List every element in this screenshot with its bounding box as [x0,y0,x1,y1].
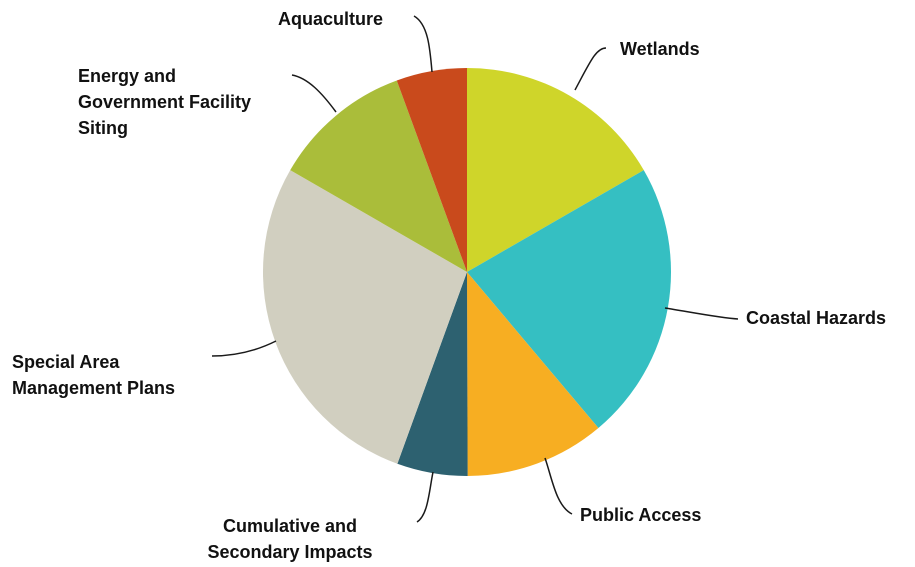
pie-slice-4 [262,170,467,464]
slice-label-3: Cumulative and Secondary Impacts [207,516,372,562]
slice-label-6: Aquaculture [278,9,383,29]
leader-line-0 [574,47,607,91]
leader-line-5 [291,74,337,113]
slice-label-2: Public Access [580,505,701,525]
slice-label-line: Cumulative and [223,516,357,536]
leader-line-2 [544,457,573,515]
leader-line-1 [664,307,739,320]
pie-slice-0 [467,68,644,272]
leader-line-4 [211,340,277,357]
pie-slice-5 [290,80,467,272]
pie-slice-2 [467,272,599,476]
slice-label-line: Coastal Hazards [746,308,886,328]
slice-label-line: Siting [78,118,128,138]
slice-label-line: Wetlands [620,39,700,59]
slice-label-1: Coastal Hazards [746,308,886,328]
slice-label-line: Energy and [78,66,176,86]
slice-label-5: Energy and Government Facility Siting [78,66,251,138]
leader-line-3 [416,471,434,523]
slice-label-line: Public Access [580,505,701,525]
pie-slice-6 [396,68,467,272]
slice-label-line: Special Area [12,352,120,372]
pie-slice-1 [467,170,672,429]
slice-labels: Wetlands Coastal Hazards Public Access Cumu… [12,9,886,562]
slice-label-0: Wetlands [620,39,700,59]
slice-label-4: Special Area Management Plans [12,352,175,398]
slice-label-line: Management Plans [12,378,175,398]
slice-label-line: Aquaculture [278,9,383,29]
pie-slices [262,68,672,477]
leader-line-6 [413,15,433,73]
pie-slice-3 [397,272,468,477]
leader-lines [211,15,739,523]
slice-label-line: Government Facility [78,92,251,112]
slice-label-line: Secondary Impacts [207,542,372,562]
